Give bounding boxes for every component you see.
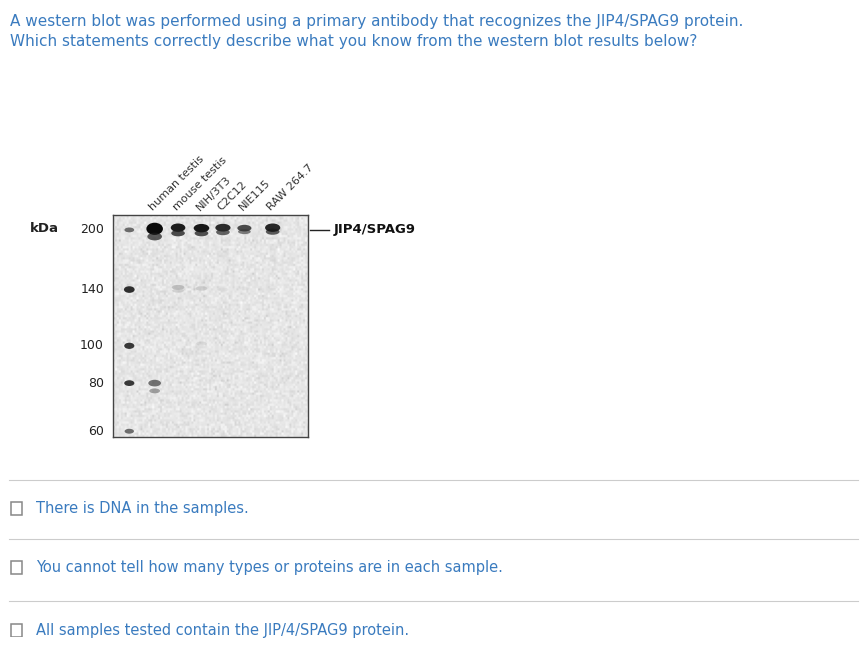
Text: mouse testis: mouse testis	[171, 155, 228, 212]
Text: human testis: human testis	[147, 154, 206, 212]
Ellipse shape	[238, 225, 251, 231]
Ellipse shape	[172, 285, 185, 290]
Text: C2C12: C2C12	[216, 179, 249, 212]
Text: 140: 140	[81, 283, 104, 296]
Ellipse shape	[124, 380, 134, 386]
Ellipse shape	[268, 286, 277, 289]
Text: All samples tested contain the JIP/4/SPAG9 protein.: All samples tested contain the JIP/4/SPA…	[36, 623, 409, 637]
Ellipse shape	[171, 223, 186, 232]
Ellipse shape	[193, 224, 209, 233]
Text: kDa: kDa	[30, 222, 59, 235]
Ellipse shape	[239, 287, 250, 290]
Text: Which statements correctly describe what you know from the western blot results : Which statements correctly describe what…	[10, 34, 698, 49]
Ellipse shape	[147, 233, 162, 240]
Text: There is DNA in the samples.: There is DNA in the samples.	[36, 501, 249, 516]
Ellipse shape	[215, 224, 231, 231]
Ellipse shape	[265, 223, 280, 232]
Text: NIE115: NIE115	[238, 177, 272, 212]
Ellipse shape	[196, 286, 207, 290]
Ellipse shape	[216, 229, 230, 235]
Text: 100: 100	[80, 339, 104, 352]
Text: 60: 60	[88, 424, 104, 438]
Ellipse shape	[196, 342, 207, 346]
Text: You cannot tell how many types or proteins are in each sample.: You cannot tell how many types or protei…	[36, 560, 503, 575]
Text: NIH/3T3: NIH/3T3	[194, 173, 233, 212]
Text: RAW 264.7: RAW 264.7	[265, 162, 316, 212]
Ellipse shape	[266, 229, 279, 235]
Ellipse shape	[171, 230, 185, 237]
Ellipse shape	[173, 288, 184, 292]
Ellipse shape	[125, 429, 134, 434]
Ellipse shape	[238, 229, 251, 234]
Text: 80: 80	[88, 376, 104, 390]
Ellipse shape	[124, 343, 134, 349]
Ellipse shape	[125, 227, 134, 233]
Ellipse shape	[221, 380, 225, 382]
Ellipse shape	[148, 380, 161, 386]
Ellipse shape	[194, 230, 208, 237]
Ellipse shape	[149, 388, 160, 394]
Ellipse shape	[147, 223, 163, 235]
Text: JIP4/SPAG9: JIP4/SPAG9	[334, 223, 416, 237]
Text: 200: 200	[80, 223, 104, 237]
Ellipse shape	[218, 288, 228, 292]
Text: A western blot was performed using a primary antibody that recognizes the JIP4/S: A western blot was performed using a pri…	[10, 14, 744, 30]
Ellipse shape	[124, 286, 134, 293]
